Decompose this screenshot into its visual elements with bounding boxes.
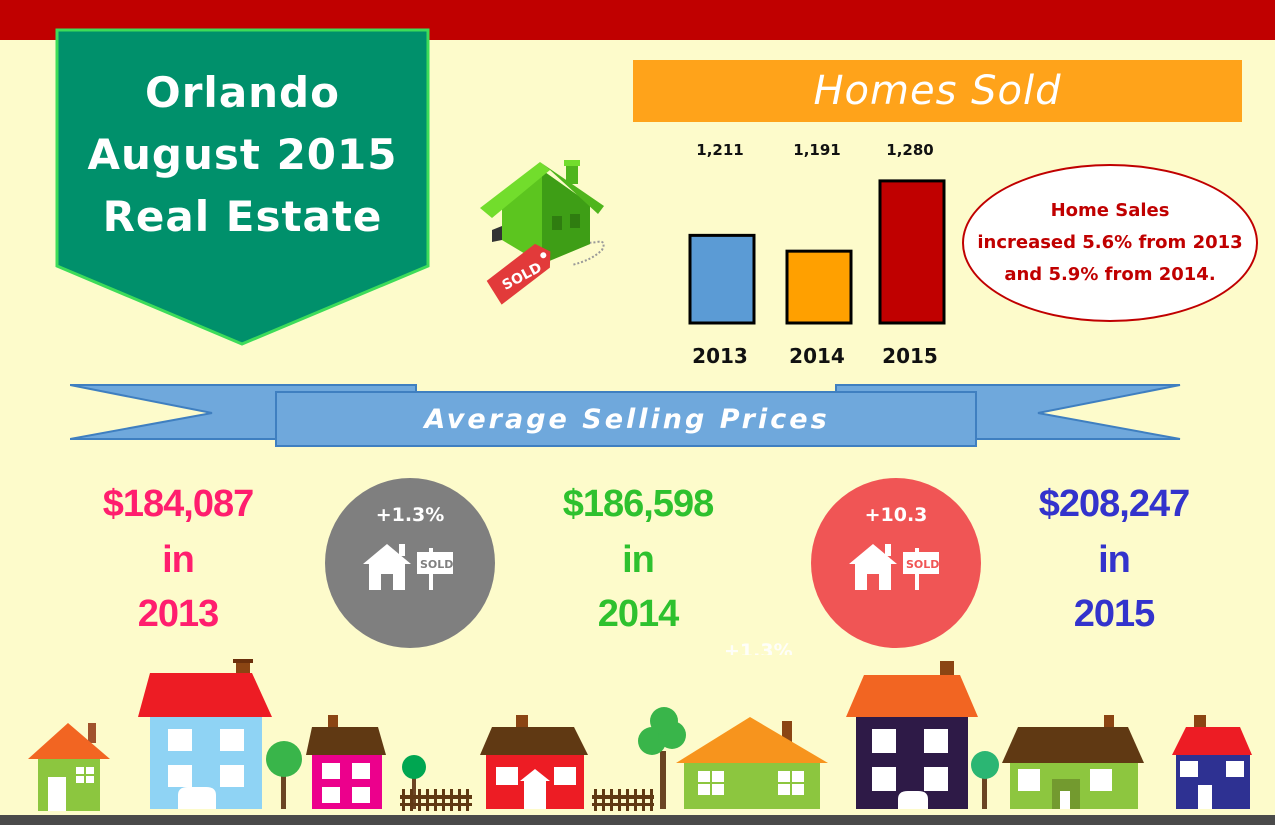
street-house-6	[846, 661, 978, 809]
avg-prices-ribbon	[70, 384, 1181, 447]
price-2015: $208,247	[1038, 483, 1191, 525]
bar-category-label-2015: 2015	[882, 344, 938, 368]
callout-line-3: and 5.9% from 2014.	[1004, 264, 1216, 285]
change-pct-2015: +10.3	[864, 504, 928, 526]
homes-sold-title: Homes Sold	[633, 60, 1242, 122]
bar-value-label-2015: 1,280	[886, 141, 933, 159]
callout-line-1: Home Sales	[1050, 200, 1170, 221]
header-title: Orlando August 2015 Real Estate	[55, 62, 430, 248]
bar-2014	[785, 249, 853, 325]
price-in-2014: in	[622, 539, 655, 581]
street-house-1	[28, 723, 110, 811]
header-banner	[55, 28, 430, 346]
price-in-2013: in	[162, 539, 195, 581]
street-house-8	[1172, 715, 1252, 809]
street-house-7	[1002, 715, 1144, 809]
change-circle-2015: +10.3 SOLD	[811, 478, 981, 648]
street-tree-1	[266, 741, 302, 809]
bar-2015	[878, 179, 946, 325]
sold-sign-label: SOLD	[906, 558, 939, 571]
price-year-2015: 2015	[1073, 593, 1156, 635]
street-tree-2	[402, 755, 426, 809]
header-line-date: August 2015	[87, 130, 398, 179]
price-year-2013: 2013	[137, 593, 220, 635]
bar-category-label-2014: 2014	[789, 344, 845, 368]
bar-value-label-2013: 1,211	[696, 141, 743, 159]
street-tree-4	[971, 751, 999, 809]
street-house-4	[480, 715, 588, 809]
price-2013: $184,087	[102, 483, 255, 525]
street-fence-2	[592, 789, 654, 811]
change-circle-2014: +1.3% SOLD	[325, 478, 495, 648]
house-sold-sign-icon: SOLD	[849, 544, 939, 590]
price-2014: $186,598	[562, 483, 715, 525]
header-line-city: Orlando	[145, 68, 340, 117]
street-tree-3	[638, 707, 686, 809]
street-houses-illustration	[0, 655, 1275, 825]
sold-sign-label: SOLD	[420, 558, 453, 571]
bar-value-label-2014: 1,191	[793, 141, 840, 159]
price-block-2015: $208,247 in 2015	[994, 478, 1234, 640]
price-block-2013: $184,087 in 2013	[58, 478, 298, 640]
bar-category-label-2013: 2013	[692, 344, 748, 368]
price-year-2014: 2014	[597, 593, 680, 635]
bar-2013	[688, 233, 756, 325]
street-fence-1	[400, 789, 472, 811]
homes-sold-chart: 1,211 2013 1,191 2014 1,280 2015	[688, 141, 946, 368]
street-house-2	[138, 659, 272, 809]
price-in-2015: in	[1098, 539, 1131, 581]
house-sold-sign-icon: SOLD	[363, 544, 453, 590]
home-sales-callout: Home Sales increased 5.6% from 2013 and …	[962, 164, 1258, 322]
callout-line-2: increased 5.6% from 2013	[977, 232, 1243, 253]
price-block-2014: $186,598 in 2014	[518, 478, 758, 640]
header-line-subject: Real Estate	[102, 192, 383, 241]
house-sold-tag-icon: SOLD	[480, 160, 605, 305]
avg-prices-title: Average Selling Prices	[424, 403, 830, 435]
change-pct-2014: +1.3%	[375, 504, 445, 526]
street-house-5	[676, 717, 828, 809]
street-house-3	[306, 715, 386, 809]
